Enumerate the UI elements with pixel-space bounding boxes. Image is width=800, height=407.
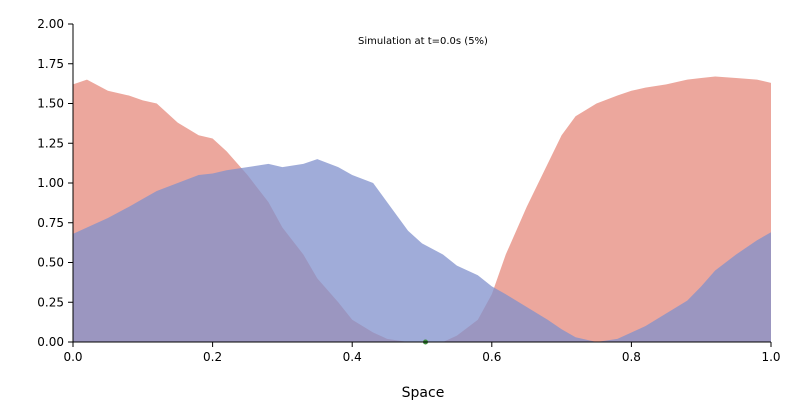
y-tick-label-3: 0.75 — [37, 216, 64, 230]
x-tick-label-4: 0.8 — [622, 350, 641, 364]
x-tick-label-5: 1.0 — [761, 350, 780, 364]
plot-area: 0.0 0.2 0.4 0.6 0.8 1.0 0.00 0.25 0.50 0.75 1.00 1.… — [37, 17, 780, 364]
x-axis-label: Space — [402, 385, 445, 401]
x-tick-label-0: 0.0 — [63, 350, 82, 364]
y-tick-label-0: 0.00 — [37, 335, 64, 349]
chart-title: Simulation at t=0.0s (5%) — [358, 36, 488, 47]
y-tick-label-5: 1.25 — [37, 136, 64, 150]
x-tick-label-3: 0.6 — [482, 350, 501, 364]
y-tick-label-6: 1.50 — [37, 97, 64, 111]
x-tick-label-2: 0.4 — [343, 350, 362, 364]
y-tick-label-1: 0.25 — [37, 295, 64, 309]
y-tick-label-2: 0.50 — [37, 256, 64, 270]
x-tick-label-1: 0.2 — [203, 350, 222, 364]
y-tick-label-4: 1.00 — [37, 176, 64, 190]
y-tick-label-7: 1.75 — [37, 57, 64, 71]
y-tick-label-8: 2.00 — [37, 17, 64, 31]
series-area-2 — [73, 159, 771, 342]
